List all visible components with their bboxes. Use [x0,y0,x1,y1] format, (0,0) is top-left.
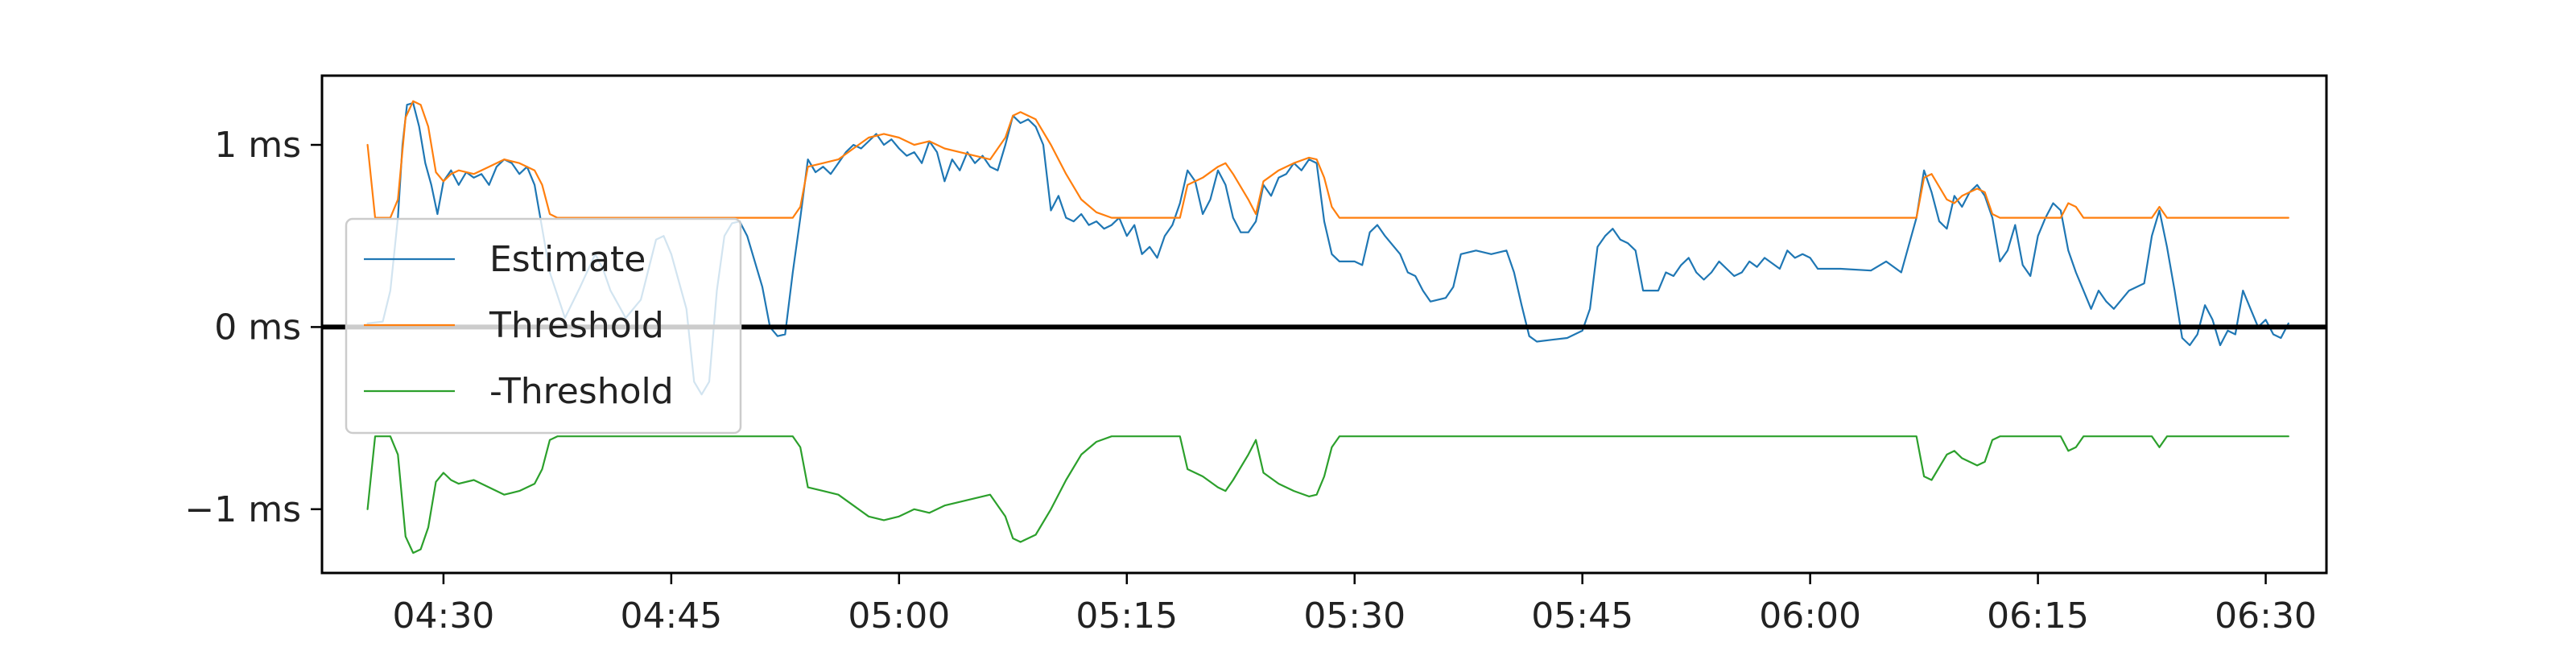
x-tick-label: 06:15 [1987,595,2089,637]
legend-box [345,217,742,435]
x-tick-label: 05:15 [1075,595,1178,637]
x-tick-label: 04:45 [620,595,722,637]
x-tick-label: 04:30 [393,595,495,637]
y-tick-label: 0 ms [214,307,301,348]
y-tick-label: 1 ms [214,125,301,166]
plot-frame [320,74,2328,575]
y-tick-label: −1 ms [184,489,301,530]
x-axis: 04:30 04:45 05:00 05:15 05:30 05:45 06:00 06:15… [393,573,2317,637]
y-axis: 1 ms 0 ms −1 ms [184,125,322,530]
x-tick-label: 05:45 [1531,595,1633,637]
x-tick-label: 06:00 [1759,595,1861,637]
x-tick-label: 05:30 [1303,595,1406,637]
legend-label-1: Estimate [489,239,646,280]
x-tick-label: 06:30 [2215,595,2317,637]
series-line-2 [366,100,2289,219]
x-tick-label: 05:00 [848,595,950,637]
series-line-3 [366,435,2289,554]
legend-label-3: -Threshold [489,371,674,412]
legend: Estimate Threshold -Threshold [345,217,742,435]
legend-label-2: Threshold [489,305,664,346]
